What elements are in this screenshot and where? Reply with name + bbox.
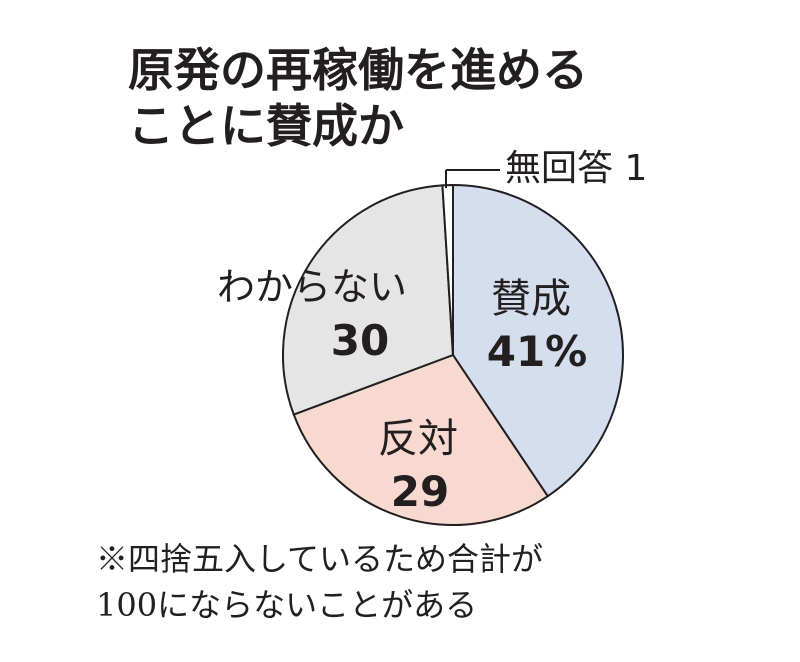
chart-title: 原発の再稼働を進める ことに賛成か — [128, 42, 688, 154]
pie-slice-sansei — [452, 183, 624, 498]
slice-label-sansei: 賛成 — [491, 276, 571, 322]
chart-title-line-2: ことに賛成か — [128, 99, 404, 153]
slice-value-sansei: 41% — [487, 327, 588, 376]
pie-slice-wakaranai — [282, 184, 455, 416]
slice-value-wakaranai: 30 — [331, 316, 389, 365]
pie-slice-hantai — [292, 353, 550, 526]
footnote: ※四捨五入しているため合計が 100にならないことがある — [96, 536, 746, 628]
pie-labels: 賛成 41% 反対 29 わからない 30 無回答 1 — [217, 148, 647, 516]
pie-slices — [282, 183, 624, 526]
pie-slice-no-answer — [441, 183, 454, 356]
footnote-line-1: ※四捨五入しているため合計が — [96, 540, 544, 578]
slice-value-hantai: 29 — [391, 467, 449, 516]
chart-title-line-1: 原発の再稼働を進める — [128, 43, 588, 97]
slice-label-hantai: 反対 — [378, 416, 458, 462]
footnote-line-2: 100にならないことがある — [96, 586, 478, 624]
slice-label-wakaranai: わからない — [217, 265, 407, 309]
slice-label-no-answer: 無回答 1 — [505, 148, 647, 189]
